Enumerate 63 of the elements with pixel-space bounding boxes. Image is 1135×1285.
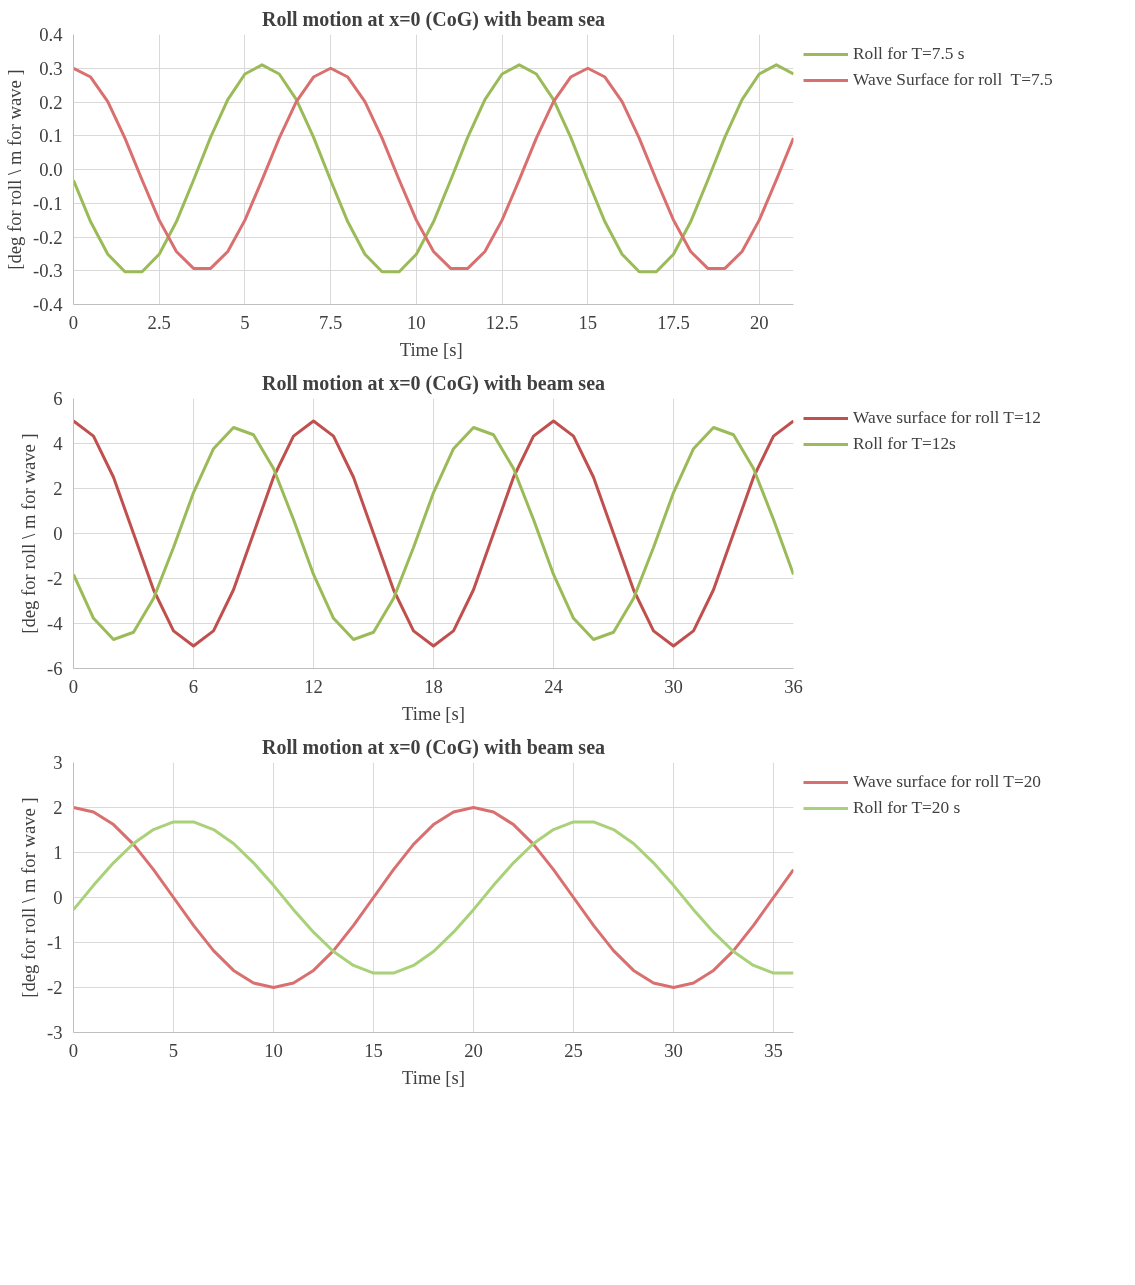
legend-label: Roll for T=12s — [853, 434, 956, 454]
x-tick-label: 0 — [68, 1039, 79, 1061]
x-tick-label: 6 — [188, 675, 199, 697]
y-tick-label: 0 — [53, 887, 63, 908]
x-axis-title: Time [s] — [401, 702, 466, 724]
x-tick-label: 18 — [424, 675, 443, 697]
x-tick-label: 0 — [68, 675, 79, 697]
x-tick-label: 25 — [564, 1039, 583, 1061]
y-tick-label: 0 — [53, 523, 63, 544]
x-tick-label: 15 — [578, 311, 598, 333]
y-tick-label: -0.1 — [32, 192, 63, 214]
x-tick-label: 5 — [240, 311, 250, 333]
legend-label: Wave Surface for roll T=7.5 — [853, 70, 1053, 90]
y-tick-label: -6 — [46, 658, 63, 679]
y-tick-label: 0.4 — [39, 24, 64, 45]
x-tick-label: 15 — [364, 1039, 383, 1061]
y-tick-label: 2 — [53, 797, 63, 818]
x-tick-label: 35 — [764, 1039, 783, 1061]
x-tick-label: 20 — [749, 311, 769, 333]
y-tick-label: -0.3 — [32, 260, 63, 282]
y-tick-label: 0.2 — [39, 91, 63, 113]
x-tick-label: 24 — [544, 675, 564, 697]
y-tick-label: 1 — [53, 842, 63, 863]
legend-label: Roll for T=7.5 s — [853, 44, 965, 64]
x-tick-label: 2.5 — [147, 311, 171, 333]
x-tick-label: 7.5 — [318, 311, 343, 333]
y-tick-label: 0.1 — [39, 125, 63, 147]
x-tick-label: 10 — [407, 311, 426, 333]
x-tick-label: 0 — [68, 311, 79, 333]
y-tick-label: -1 — [46, 932, 63, 953]
x-tick-label: 12 — [304, 675, 323, 697]
y-tick-label: -0.4 — [32, 294, 64, 315]
x-tick-label: 20 — [464, 1039, 483, 1061]
x-tick-label: 30 — [664, 1039, 683, 1061]
y-tick-label: 2 — [53, 478, 63, 499]
x-axis-title: Time [s] — [401, 1066, 466, 1088]
x-tick-label: 12.5 — [485, 311, 519, 333]
y-tick-label: -3 — [46, 1022, 63, 1043]
line-series — [73, 820, 794, 975]
x-tick-label: 10 — [264, 1039, 283, 1061]
chart-title: Roll motion at x=0 (CoG) with beam sea — [261, 7, 606, 31]
x-tick-label: 36 — [784, 675, 803, 697]
y-tick-label: -2 — [46, 568, 63, 589]
x-tick-label: 30 — [664, 675, 683, 697]
y-tick-label: 6 — [53, 388, 63, 409]
chart-title: Roll motion at x=0 (CoG) with beam sea — [261, 735, 606, 759]
legend-label: Roll for T=20 s — [853, 798, 961, 818]
y-axis-title: [deg for roll \ m for wave ] — [17, 433, 39, 634]
y-tick-label: -2 — [46, 977, 63, 998]
legend-label: Wave surface for roll T=12 — [853, 408, 1042, 428]
legend-label: Wave surface for roll T=20 — [853, 772, 1042, 792]
x-tick-label: 17.5 — [657, 311, 690, 333]
y-tick-label: 3 — [53, 752, 63, 773]
y-axis-title: [deg for roll \ m for wave ] — [3, 69, 25, 270]
y-axis-title: [deg for roll \ m for wave ] — [17, 797, 39, 998]
y-tick-label: 0.3 — [39, 57, 63, 79]
y-tick-label: -0.2 — [32, 226, 63, 248]
x-axis-title: Time [s] — [399, 338, 463, 360]
y-tick-label: 4 — [53, 433, 64, 454]
y-tick-label: 0.0 — [39, 159, 63, 180]
y-tick-label: -4 — [46, 613, 64, 634]
chart-title: Roll motion at x=0 (CoG) with beam sea — [261, 371, 606, 395]
x-tick-label: 5 — [168, 1039, 179, 1061]
